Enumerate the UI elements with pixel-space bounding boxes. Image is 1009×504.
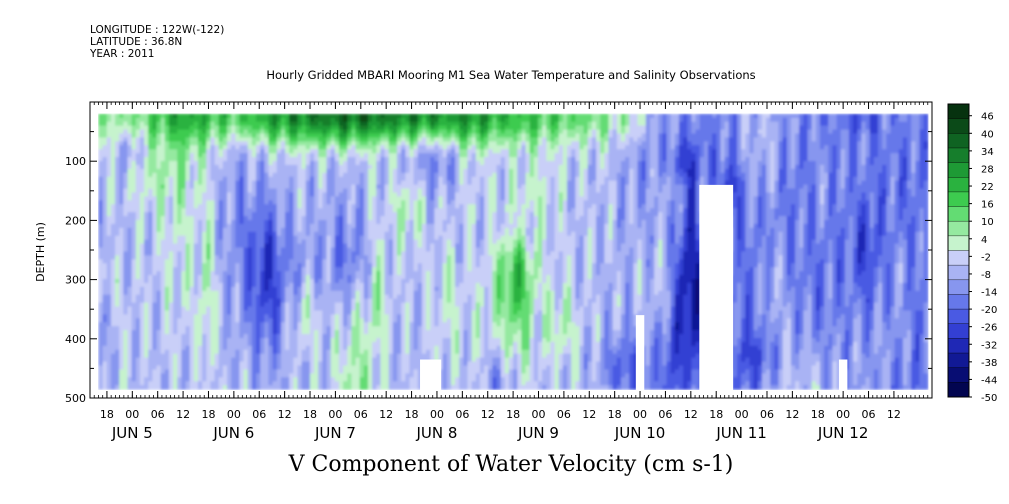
x-hour-label: 18 — [608, 408, 622, 421]
x-hour-label: 00 — [125, 408, 139, 421]
colorbar: 46 40 34 28 22 16 10 4 -2 -8 -14 -20 -26 -32 -38 -44 -50 — [947, 103, 997, 404]
year-label: YEAR : 2011 — [90, 48, 155, 60]
axes: 100 200 300 400 500 18 00 06 12 18 00 06 12 18 00 06 12 1… — [65, 102, 933, 442]
colorbar-swatch — [948, 353, 969, 368]
y-axis-label: DEPTH (m) — [34, 222, 47, 282]
colorbar-label: -26 — [981, 323, 997, 334]
x-day-label: JUN 12 — [817, 424, 868, 442]
x-day-label: JUN 6 — [212, 424, 254, 442]
colorbar-label: -44 — [981, 375, 997, 386]
missing-region — [635, 315, 645, 393]
x-day-label: JUN 10 — [614, 424, 665, 442]
colorbar-label: -8 — [981, 270, 991, 281]
colorbar-swatch — [948, 279, 969, 295]
colorbar-label: -38 — [981, 358, 997, 369]
x-hour-label: 18 — [201, 408, 215, 421]
colorbar-label: 28 — [981, 164, 994, 175]
missing-region — [699, 184, 734, 393]
x-day-label: JUN 7 — [314, 424, 356, 442]
y-tick-label: 400 — [65, 333, 86, 346]
colorbar-swatch — [948, 133, 969, 149]
colorbar-swatch — [948, 382, 969, 398]
colorbar-swatch — [948, 162, 969, 178]
x-hour-label: 00 — [430, 408, 444, 421]
colorbar-label: 40 — [981, 129, 994, 140]
colorbar-swatch — [948, 191, 969, 207]
x-hour-label: 18 — [709, 408, 723, 421]
x-hour-label: 06 — [455, 408, 469, 421]
colorbar-label: 46 — [981, 112, 994, 123]
x-hour-label: 12 — [582, 408, 596, 421]
x-day-label: JUN 8 — [415, 424, 457, 442]
x-hour-label: 12 — [481, 408, 495, 421]
colorbar-swatch — [948, 265, 969, 281]
x-hour-label: 06 — [252, 408, 266, 421]
variable-label: V Component of Water Velocity (cm s-1) — [288, 452, 734, 477]
colorbar-label: 16 — [981, 200, 994, 211]
x-hour-label: 18 — [811, 408, 825, 421]
colorbar-swatch — [948, 294, 969, 310]
colorbar-swatch — [948, 235, 969, 251]
x-hour-label: 12 — [785, 408, 799, 421]
missing-region — [838, 359, 848, 393]
colorbar-swatch — [948, 221, 969, 237]
colorbar-label: 4 — [981, 235, 987, 246]
x-hour-label: 06 — [862, 408, 876, 421]
x-hour-label: 18 — [405, 408, 419, 421]
colorbar-swatch — [948, 338, 969, 354]
colorbar-swatch — [948, 206, 969, 222]
x-hour-label: 00 — [328, 408, 342, 421]
y-tick-label: 100 — [65, 155, 86, 168]
colorbar-swatch — [948, 367, 969, 383]
colorbar-label: -50 — [981, 393, 997, 404]
x-hour-label: 00 — [227, 408, 241, 421]
x-hour-label: 12 — [176, 408, 190, 421]
colorbar-label: 10 — [981, 217, 994, 228]
x-hour-label: 06 — [658, 408, 672, 421]
x-hour-label: 00 — [836, 408, 850, 421]
colorbar-label: 34 — [981, 147, 994, 158]
x-hour-label: 06 — [151, 408, 165, 421]
x-hour-label: 18 — [303, 408, 317, 421]
colorbar-swatch — [948, 177, 969, 193]
colorbar-label: 22 — [981, 182, 994, 193]
x-day-label: JUN 9 — [517, 424, 559, 442]
colorbar-swatch — [948, 250, 969, 266]
colorbar-swatch — [948, 323, 969, 339]
x-hour-label: 12 — [278, 408, 292, 421]
x-hour-label: 00 — [532, 408, 546, 421]
colorbar-swatch — [948, 309, 969, 325]
x-hour-label: 06 — [354, 408, 368, 421]
colorbar-swatch — [948, 104, 969, 119]
x-hour-label: 12 — [379, 408, 393, 421]
x-hour-label: 12 — [887, 408, 901, 421]
x-hour-label: 12 — [684, 408, 698, 421]
y-tick-label: 300 — [65, 274, 86, 287]
x-hour-label: 06 — [557, 408, 571, 421]
heatmap-field — [98, 113, 929, 390]
chart-title: Hourly Gridded MBARI Mooring M1 Sea Wate… — [266, 68, 756, 82]
missing-data-regions — [420, 184, 848, 393]
colorbar-label: -2 — [981, 252, 991, 263]
missing-region — [420, 359, 442, 393]
latitude-label: LATITUDE : 36.8N — [90, 36, 183, 48]
y-tick-label: 200 — [65, 214, 86, 227]
colorbar-label: -20 — [981, 305, 997, 316]
colorbar-label: -32 — [981, 340, 997, 351]
x-hour-label: 00 — [735, 408, 749, 421]
x-day-label: JUN 11 — [715, 424, 766, 442]
colorbar-swatch — [948, 118, 969, 134]
longitude-label: LONGITUDE : 122W(-122) — [90, 24, 225, 36]
x-hour-label: 18 — [506, 408, 520, 421]
x-hour-label: 18 — [100, 408, 114, 421]
x-hour-label: 06 — [760, 408, 774, 421]
colorbar-swatch — [948, 147, 969, 163]
x-hour-label: 00 — [633, 408, 647, 421]
y-tick-label: 500 — [65, 392, 86, 405]
x-day-label: JUN 5 — [111, 424, 153, 442]
colorbar-label: -14 — [981, 288, 997, 299]
